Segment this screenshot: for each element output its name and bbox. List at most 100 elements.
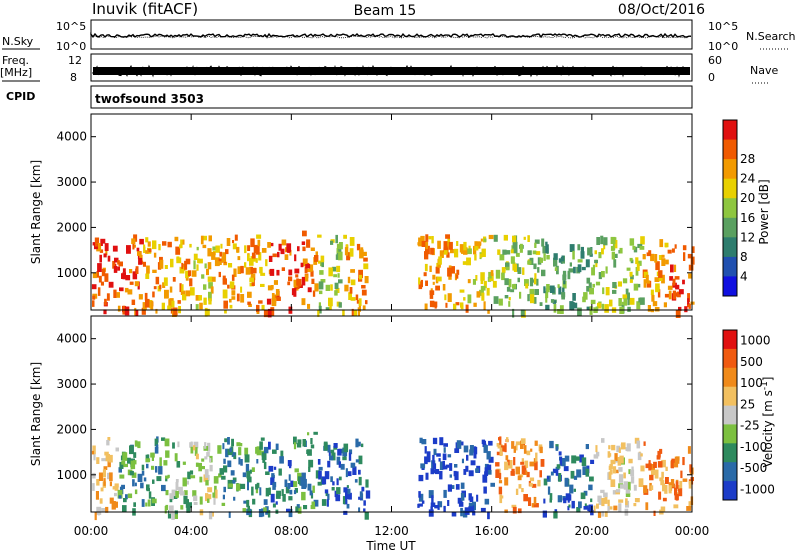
heatmap-cell <box>321 476 327 485</box>
heatmap-cell <box>612 466 617 474</box>
heatmap-cell <box>630 274 634 280</box>
heatmap-cell <box>224 438 228 443</box>
heatmap-cell <box>256 446 262 456</box>
colorbar-swatch <box>723 237 737 258</box>
heatmap-cell <box>619 455 624 464</box>
heatmap-cell <box>134 440 138 447</box>
heatmap-cell <box>138 257 143 265</box>
colorbar-tick-label: -500 <box>740 461 767 475</box>
heatmap-cell <box>336 243 340 252</box>
heatmap-cell <box>296 278 299 286</box>
heatmap-cell <box>496 451 500 456</box>
heatmap-cell <box>426 456 431 463</box>
heatmap-cell <box>524 279 529 286</box>
heatmap-cell <box>267 308 272 318</box>
heatmap-cell <box>347 488 351 495</box>
heatmap-cell <box>621 301 625 305</box>
heatmap-cell <box>664 485 668 494</box>
heatmap-cell <box>101 458 107 462</box>
heatmap-cell <box>579 454 584 463</box>
heatmap-cell <box>307 287 312 293</box>
heatmap-cell <box>127 289 133 295</box>
heatmap-cell <box>295 274 299 278</box>
heatmap-cell <box>240 483 246 489</box>
heatmap-cell <box>418 237 423 247</box>
heatmap-cell <box>568 268 574 273</box>
heatmap-cell <box>600 489 605 494</box>
heatmap-cell <box>443 250 448 255</box>
heatmap-cell <box>660 480 665 486</box>
heatmap-cell <box>201 274 205 279</box>
heatmap-cell <box>267 242 271 248</box>
colorbar-tick-label: 12 <box>740 230 755 244</box>
heatmap-cell <box>511 284 516 289</box>
heatmap-cell <box>325 491 329 497</box>
heatmap-cell <box>142 261 146 267</box>
heatmap-cell <box>327 493 330 500</box>
heatmap-cell <box>608 445 611 450</box>
heatmap-cell <box>137 473 143 482</box>
heatmap-cell <box>114 501 118 508</box>
heatmap-cell <box>601 271 605 278</box>
heatmap-cell <box>523 445 527 454</box>
heatmap-cell <box>162 241 167 246</box>
heatmap-cell <box>633 283 639 291</box>
heatmap-cell <box>425 242 429 250</box>
heatmap-cell <box>421 439 427 445</box>
heatmap-cell <box>270 307 275 316</box>
heatmap-cell <box>647 305 651 312</box>
heatmap-cell <box>141 470 145 476</box>
heatmap-cell <box>155 444 159 449</box>
colorbar-swatch <box>723 159 737 180</box>
heatmap-cell <box>511 504 517 508</box>
heatmap-cell <box>268 441 271 450</box>
heatmap-cell <box>592 283 595 288</box>
heatmap-cell <box>336 478 339 486</box>
heatmap-cell <box>293 279 298 287</box>
heatmap-cell <box>513 446 516 453</box>
heatmap-cell <box>503 267 506 272</box>
heatmap-cell <box>306 239 311 248</box>
heatmap-cell <box>165 475 169 479</box>
heatmap-cell <box>120 455 124 461</box>
heatmap-cell <box>117 489 123 499</box>
heatmap-cell <box>214 485 217 494</box>
heatmap-cell <box>350 269 355 273</box>
power-panel-frame <box>90 113 693 311</box>
heatmap-cell <box>222 289 228 299</box>
heatmap-cell <box>661 459 666 468</box>
heatmap-cell <box>250 238 255 248</box>
heatmap-cell <box>447 500 450 506</box>
heatmap-cell <box>135 266 139 274</box>
heatmap-cell <box>528 497 532 506</box>
heatmap-cell <box>325 307 331 311</box>
heatmap-cell <box>462 261 468 265</box>
heatmap-cell <box>534 239 540 244</box>
freq-tick-bottom: 8 <box>70 71 77 84</box>
heatmap-cell <box>193 441 199 449</box>
heatmap-cell <box>193 495 198 502</box>
heatmap-cell <box>171 511 175 520</box>
heatmap-cell <box>680 470 683 479</box>
heatmap-cell <box>495 469 500 478</box>
heatmap-cell <box>674 276 680 280</box>
heatmap-cell <box>207 262 212 270</box>
heatmap-cell <box>197 258 200 264</box>
heatmap-cell <box>100 487 104 492</box>
heatmap-cell <box>214 257 220 267</box>
heatmap-cell <box>106 293 110 301</box>
heatmap-cell <box>180 505 184 510</box>
heatmap-cell <box>245 267 251 275</box>
heatmap-cell <box>152 240 157 250</box>
heatmap-cell <box>535 452 538 462</box>
heatmap-cell <box>147 241 151 247</box>
heatmap-cell <box>118 495 122 499</box>
heatmap-cell <box>203 297 207 305</box>
heatmap-cell <box>424 303 428 311</box>
x-tick-label: 00:00 <box>74 524 109 538</box>
heatmap-cell <box>249 277 255 283</box>
heatmap-cell <box>101 508 106 513</box>
heatmap-cell <box>358 274 363 280</box>
heatmap-cell <box>576 507 581 513</box>
heatmap-cell <box>573 475 578 480</box>
